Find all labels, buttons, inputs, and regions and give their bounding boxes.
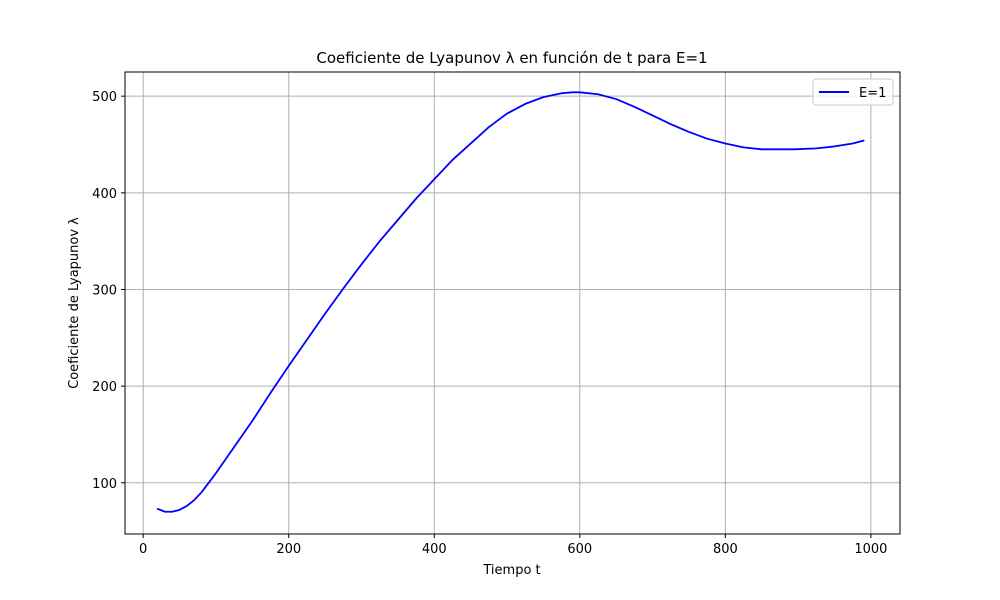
x-tick-label: 600	[567, 542, 592, 557]
series-line-0	[156, 91, 865, 513]
y-tick-label: 200	[92, 380, 117, 395]
legend-label: E=1	[859, 86, 886, 101]
legend-box	[812, 78, 894, 106]
grid	[125, 72, 900, 534]
y-axis: 100 200 300 400 500	[92, 90, 125, 492]
y-axis-label: Coeficiente de Lyapunov λ	[67, 217, 82, 389]
x-tick-label: 400	[422, 542, 447, 557]
chart-title: Coeficiente de Lyapunov λ en función de …	[316, 49, 707, 67]
axes-frame	[124, 71, 901, 535]
y-tick-label: 300	[92, 283, 117, 298]
x-tick-label: 200	[276, 542, 301, 557]
x-tick-label: 0	[139, 542, 147, 557]
plot-area	[156, 91, 865, 513]
x-axis-label: Tiempo t	[482, 563, 540, 578]
x-axis: 0 200 400 600 800 1000	[139, 534, 887, 557]
x-tick-label: 1000	[854, 542, 887, 557]
legend: E=1	[812, 78, 894, 106]
y-tick-label: 100	[92, 477, 117, 492]
y-tick-label: 500	[92, 90, 117, 105]
x-tick-label: 800	[713, 542, 738, 557]
y-tick-label: 400	[92, 187, 117, 202]
